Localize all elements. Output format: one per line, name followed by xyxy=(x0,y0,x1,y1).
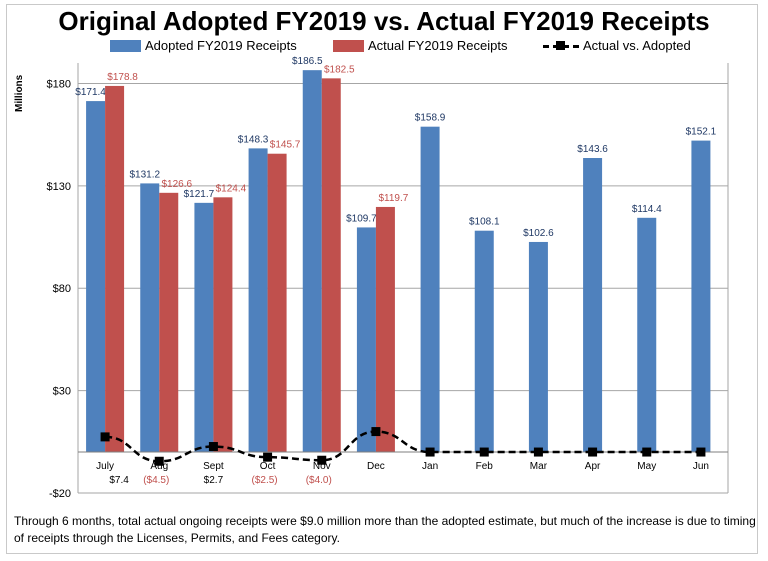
difference-marker xyxy=(588,447,598,457)
actual-bar xyxy=(159,192,179,453)
x-tick-label: Mar xyxy=(530,461,548,472)
actual-data-label: $126.6 xyxy=(161,179,192,190)
chart-title: Original Adopted FY2019 vs. Actual FY201… xyxy=(58,6,710,36)
adopted-bar xyxy=(691,140,711,453)
legend-label-adopted: Adopted FY2019 Receipts xyxy=(145,38,297,53)
adopted-data-label: $152.1 xyxy=(686,127,717,138)
y-tick-label: $30 xyxy=(53,386,71,398)
difference-data-label: $2.7 xyxy=(204,475,224,486)
legend-swatch-actual xyxy=(333,39,364,52)
legend-item-actual: Actual FY2019 Receipts xyxy=(333,38,507,53)
adopted-data-label: $114.4 xyxy=(632,204,662,215)
difference-data-label: ($2.5) xyxy=(252,475,278,486)
actual-data-label: $145.7 xyxy=(270,140,301,151)
adopted-bar xyxy=(474,230,494,453)
legend-item-difference: Actual vs. Adopted xyxy=(543,38,691,53)
x-tick-label: Sept xyxy=(203,461,224,472)
difference-marker xyxy=(533,447,543,457)
adopted-data-label: $171.4 xyxy=(75,87,106,98)
y-tick-label: $130 xyxy=(47,181,71,193)
adopted-data-label: $158.9 xyxy=(415,113,446,124)
adopted-data-label: $109.7 xyxy=(346,213,377,224)
x-tick-label: Dec xyxy=(367,461,385,472)
adopted-bar xyxy=(140,183,160,453)
adopted-bar xyxy=(583,158,603,453)
chart-footnote: Through 6 months, total actual ongoing r… xyxy=(14,514,756,545)
legend-label-difference: Actual vs. Adopted xyxy=(583,38,691,53)
adopted-data-label: $186.5 xyxy=(292,56,323,67)
adopted-bar xyxy=(302,70,322,453)
actual-bar xyxy=(375,206,395,453)
chart-frame xyxy=(6,4,758,554)
adopted-bar xyxy=(356,227,376,453)
difference-marker xyxy=(479,447,489,457)
legend-line-difference xyxy=(543,40,579,52)
adopted-bar xyxy=(194,202,214,453)
difference-marker xyxy=(642,447,652,457)
difference-data-label: $7.4 xyxy=(109,475,129,486)
x-tick-label: Apr xyxy=(585,461,601,472)
actual-data-label: $124.4 xyxy=(216,183,247,194)
y-tick-label: $180 xyxy=(47,78,71,90)
adopted-bar xyxy=(420,126,440,453)
difference-marker xyxy=(696,447,706,457)
difference-marker xyxy=(371,427,381,437)
adopted-data-label: $102.6 xyxy=(523,228,554,239)
legend-swatch-adopted xyxy=(110,39,141,52)
x-tick-label: May xyxy=(637,461,656,472)
difference-data-label: ($4.5) xyxy=(143,475,169,486)
adopted-bar xyxy=(248,148,268,453)
legend-label-actual: Actual FY2019 Receipts xyxy=(368,38,508,53)
adopted-data-label: $131.2 xyxy=(129,169,160,180)
x-tick-label: Feb xyxy=(476,461,494,472)
actual-data-label: $182.5 xyxy=(324,64,355,75)
adopted-bar xyxy=(528,241,548,453)
adopted-data-label: $108.1 xyxy=(469,217,500,228)
adopted-bar xyxy=(637,217,657,453)
difference-marker xyxy=(317,455,327,465)
x-tick-label: Aug xyxy=(150,461,168,472)
difference-marker xyxy=(263,452,273,462)
difference-marker xyxy=(425,447,435,457)
actual-bar xyxy=(267,153,287,453)
adopted-data-label: $148.3 xyxy=(238,134,269,145)
actual-data-label: $119.7 xyxy=(378,193,408,204)
y-tick-label: -$20 xyxy=(49,488,71,500)
actual-bar xyxy=(105,85,125,453)
x-tick-label: Oct xyxy=(260,461,276,472)
difference-data-label: ($4.0) xyxy=(306,475,332,486)
x-tick-label: July xyxy=(96,461,114,472)
difference-marker xyxy=(208,442,218,452)
actual-bar xyxy=(213,197,233,453)
adopted-bar xyxy=(86,101,106,453)
x-tick-label: Jan xyxy=(422,461,438,472)
legend-item-adopted: Adopted FY2019 Receipts xyxy=(110,38,297,53)
actual-bar xyxy=(321,78,341,453)
y-tick-label: $80 xyxy=(53,283,71,295)
difference-marker xyxy=(100,432,110,442)
x-tick-label: Nov xyxy=(313,461,331,472)
actual-data-label: $178.8 xyxy=(107,72,138,83)
chart-legend: Adopted FY2019 Receipts Actual FY2019 Re… xyxy=(0,38,768,56)
x-tick-label: Jun xyxy=(693,461,709,472)
adopted-data-label: $121.7 xyxy=(184,189,215,200)
adopted-data-label: $143.6 xyxy=(577,144,608,155)
difference-marker xyxy=(154,456,164,466)
